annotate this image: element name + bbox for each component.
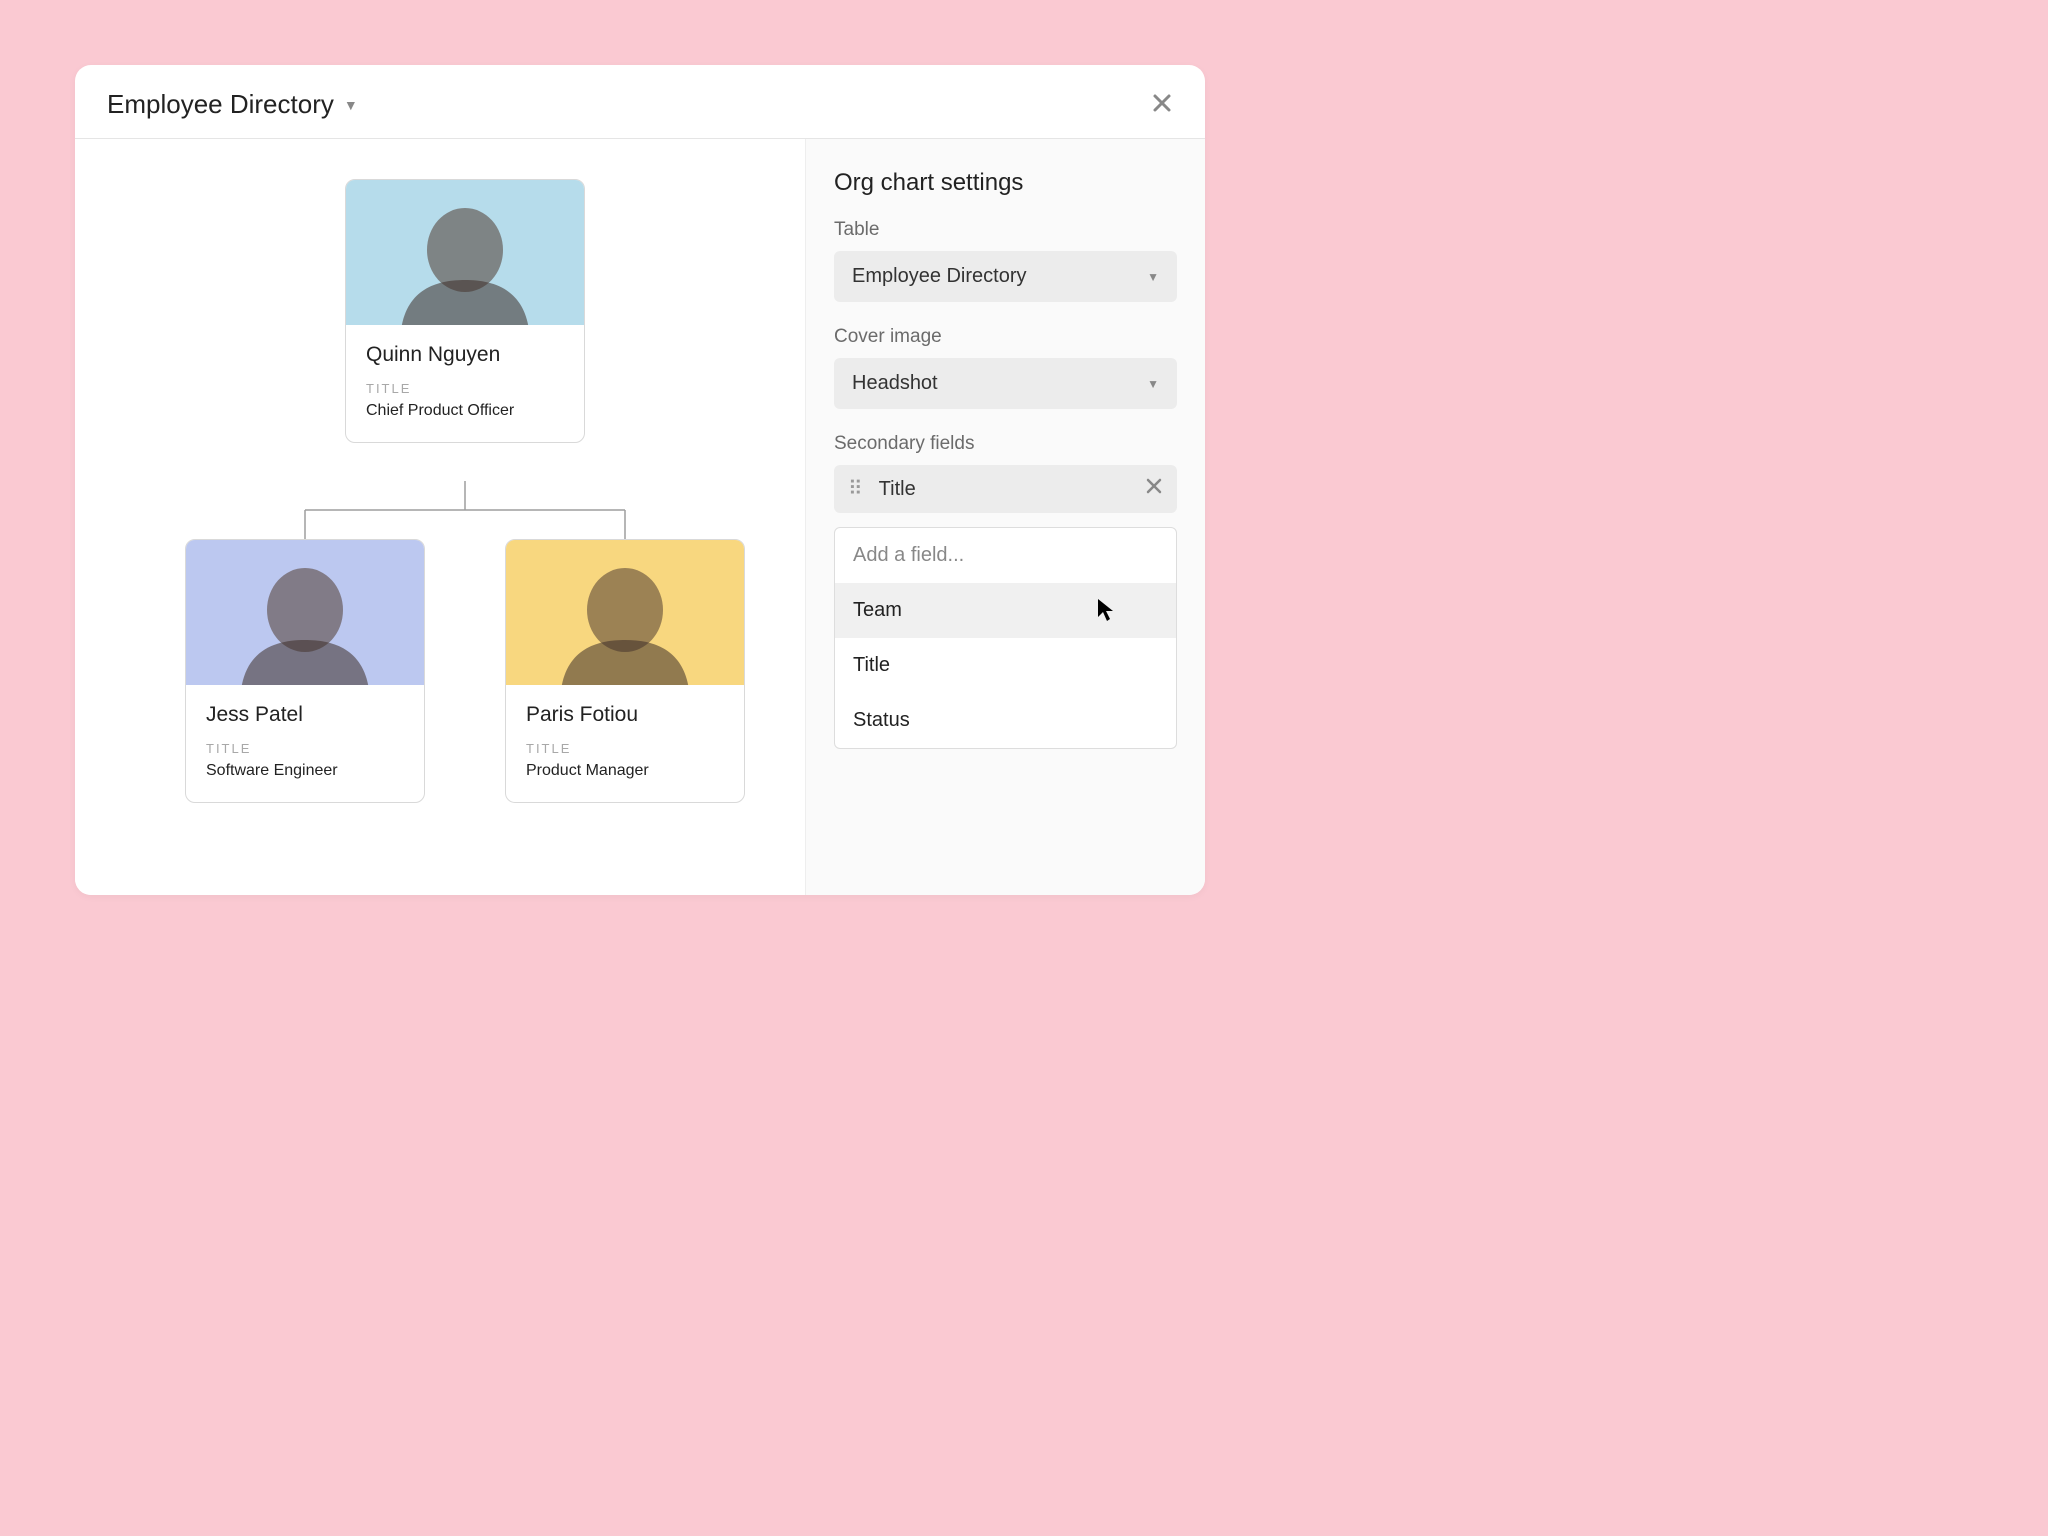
dropdown-option[interactable]: Status bbox=[835, 693, 1176, 748]
window-title-text: Employee Directory bbox=[107, 89, 334, 120]
settings-heading: Org chart settings bbox=[834, 169, 1177, 197]
employee-info: Quinn Nguyen TITLE Chief Product Officer bbox=[346, 325, 584, 442]
employee-name: Paris Fotiou bbox=[526, 703, 724, 727]
caret-down-icon: ▼ bbox=[344, 97, 358, 113]
app-window: Employee Directory ▼ Quinn Nguyen TITLE Ch… bbox=[75, 65, 1205, 895]
field-label: TITLE bbox=[526, 741, 724, 756]
employee-photo bbox=[346, 180, 584, 325]
employee-info: Paris Fotiou TITLE Product Manager bbox=[506, 685, 744, 802]
add-field-dropdown: Add a field... TeamTitleStatus bbox=[834, 527, 1177, 749]
dropdown-option[interactable]: Team bbox=[835, 583, 1176, 638]
employee-card[interactable]: Jess Patel TITLE Software Engineer bbox=[185, 539, 425, 803]
window-header: Employee Directory ▼ bbox=[75, 65, 1205, 139]
employee-card[interactable]: Quinn Nguyen TITLE Chief Product Officer bbox=[345, 179, 585, 443]
dropdown-option[interactable]: Title bbox=[835, 638, 1176, 693]
drag-handle-icon[interactable]: ⠿ bbox=[848, 484, 865, 494]
secondary-fields-label: Secondary fields bbox=[834, 433, 1177, 455]
secondary-field-row[interactable]: ⠿ Title bbox=[834, 465, 1177, 513]
cursor-icon bbox=[1096, 597, 1116, 629]
remove-field-button[interactable] bbox=[1145, 477, 1163, 501]
close-icon bbox=[1151, 92, 1173, 114]
add-field-prompt: Add a field... bbox=[835, 528, 1176, 583]
cover-image-label: Cover image bbox=[834, 326, 1177, 348]
window-body: Quinn Nguyen TITLE Chief Product Officer Je… bbox=[75, 139, 1205, 895]
table-select-value: Employee Directory bbox=[852, 265, 1027, 288]
field-value: Product Manager bbox=[526, 762, 724, 780]
field-label: TITLE bbox=[366, 381, 564, 396]
secondary-field-value: Title bbox=[879, 478, 916, 501]
orgchart-canvas: Quinn Nguyen TITLE Chief Product Officer Je… bbox=[75, 139, 805, 895]
table-select[interactable]: Employee Directory ▼ bbox=[834, 251, 1177, 302]
employee-name: Jess Patel bbox=[206, 703, 404, 727]
close-button[interactable] bbox=[1151, 92, 1173, 118]
field-label: TITLE bbox=[206, 741, 404, 756]
employee-photo bbox=[506, 540, 744, 685]
caret-down-icon: ▼ bbox=[1147, 377, 1159, 391]
caret-down-icon: ▼ bbox=[1147, 270, 1159, 284]
employee-card[interactable]: Paris Fotiou TITLE Product Manager bbox=[505, 539, 745, 803]
field-value: Chief Product Officer bbox=[366, 402, 564, 420]
table-label: Table bbox=[834, 219, 1177, 241]
close-icon bbox=[1145, 477, 1163, 495]
window-title-dropdown[interactable]: Employee Directory ▼ bbox=[107, 89, 358, 120]
cover-image-value: Headshot bbox=[852, 372, 938, 395]
field-value: Software Engineer bbox=[206, 762, 404, 780]
employee-info: Jess Patel TITLE Software Engineer bbox=[186, 685, 424, 802]
employee-name: Quinn Nguyen bbox=[366, 343, 564, 367]
employee-photo bbox=[186, 540, 424, 685]
settings-panel: Org chart settings Table Employee Direct… bbox=[805, 139, 1205, 895]
cover-image-select[interactable]: Headshot ▼ bbox=[834, 358, 1177, 409]
